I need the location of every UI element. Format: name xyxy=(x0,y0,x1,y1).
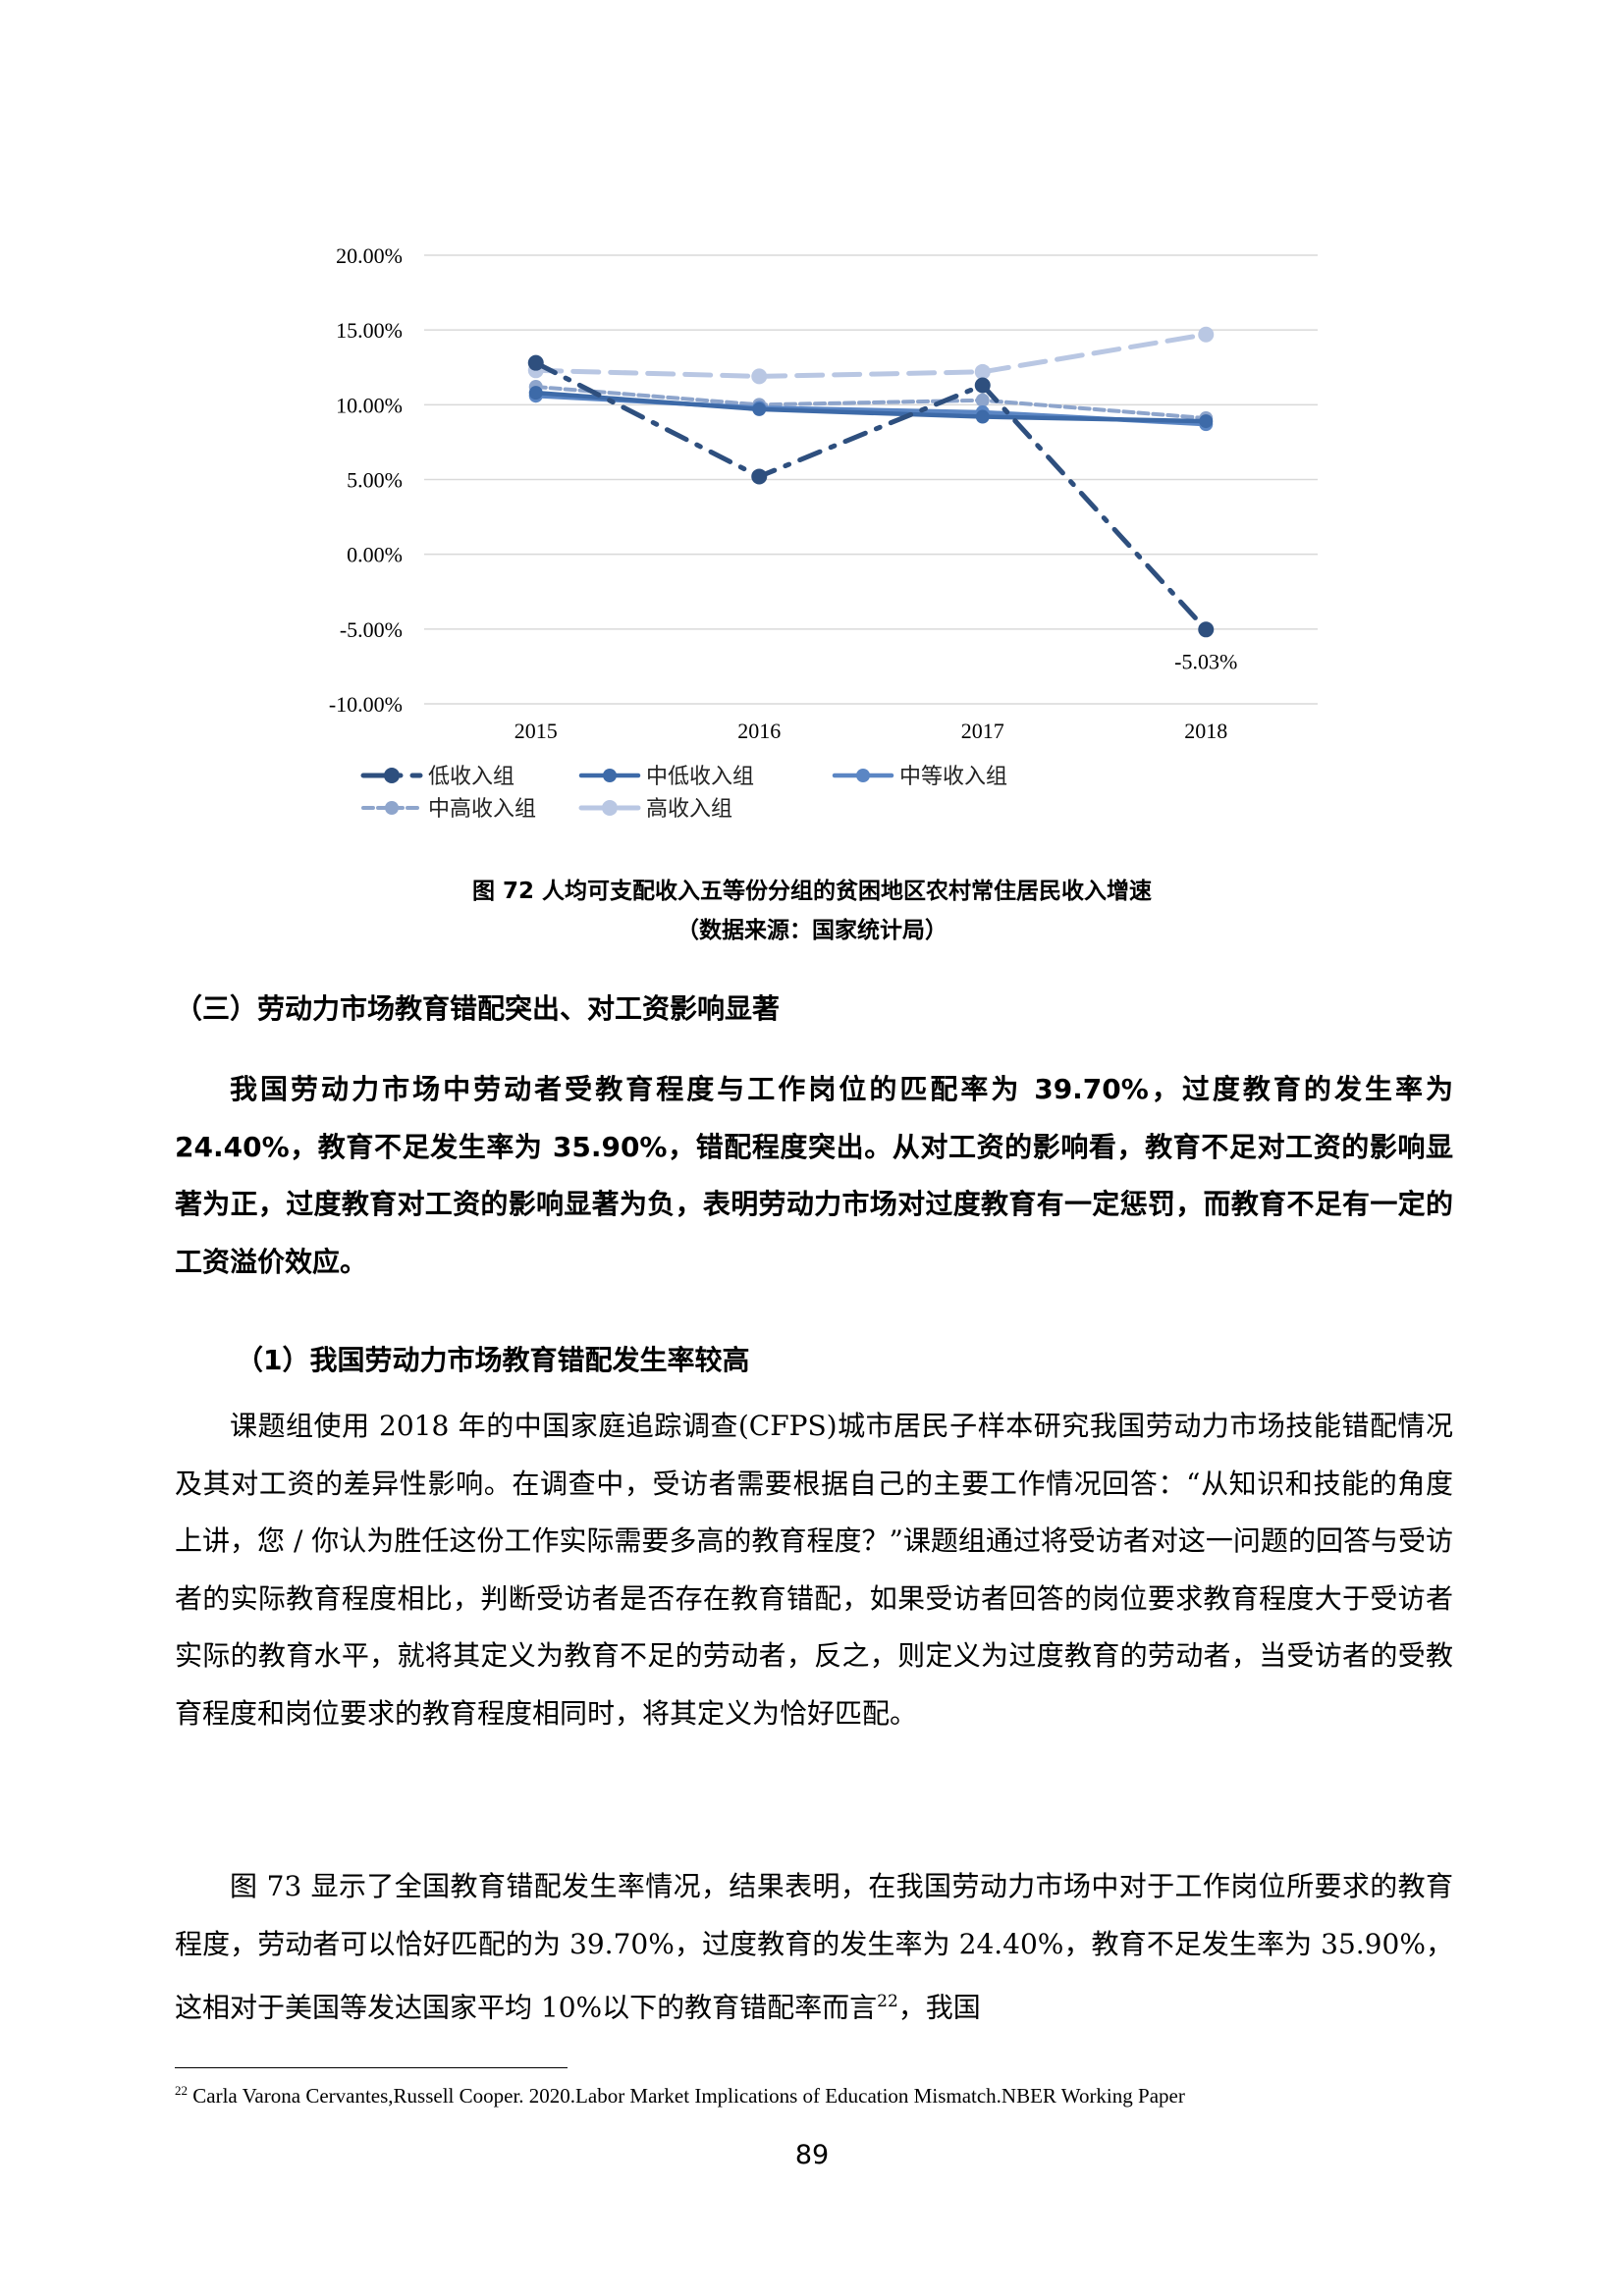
data-point xyxy=(751,368,768,385)
footnote: 22 Carla Varona Cervantes,Russell Cooper… xyxy=(175,2083,1185,2109)
legend-swatch-marker xyxy=(384,768,400,783)
legend-swatch-marker xyxy=(856,769,870,782)
data-point xyxy=(752,401,767,416)
data-point xyxy=(975,409,990,424)
y-tick-label: 5.00% xyxy=(347,468,403,493)
legend-swatch-marker xyxy=(603,769,617,782)
y-tick-label: 20.00% xyxy=(336,243,403,268)
data-label: -5.03% xyxy=(1174,649,1237,673)
figure-source: （数据来源：国家统计局） xyxy=(677,918,947,943)
series-line xyxy=(533,360,1209,632)
section-summary: 我国劳动力市场中劳动者受教育程度与工作岗位的匹配率为 39.70%，过度教育的发… xyxy=(175,1073,1453,1278)
y-tick-label: -5.00% xyxy=(340,617,403,642)
section-heading: （三）劳动力市场教育错配突出、对工资影响显著 xyxy=(175,992,781,1025)
body-paragraph-1: 课题组使用 2018 年的中国家庭追踪调查(CFPS)城市居民子样本研究我国劳动… xyxy=(175,1410,1453,1730)
y-tick-label: 0.00% xyxy=(347,543,403,567)
legend-swatch-marker xyxy=(602,800,618,816)
footnote-reference: 22 xyxy=(877,1992,898,2012)
x-tick-label: 2015 xyxy=(514,719,558,743)
subsection-heading: （1）我国劳动力市场教育错配发生率较高 xyxy=(236,1344,750,1376)
series-line xyxy=(533,385,1209,421)
x-tick-label: 2018 xyxy=(1184,719,1227,743)
data-point xyxy=(975,393,990,407)
body-paragraph-2-end: ，我国 xyxy=(897,1991,981,2024)
footnote-divider xyxy=(175,2067,568,2068)
x-tick-label: 2016 xyxy=(737,719,781,743)
y-tick-label: -10.00% xyxy=(329,692,403,717)
legend-swatch-marker xyxy=(385,801,399,815)
figure-caption: 图 72 人均可支配收入五等份分组的贫困地区农村常住居民收入增速 xyxy=(471,879,1153,904)
legend-label: 低收入组 xyxy=(428,765,514,789)
data-point xyxy=(1198,621,1215,638)
series-line xyxy=(533,390,1209,424)
data-point xyxy=(974,363,991,380)
data-point xyxy=(1198,326,1215,343)
data-point xyxy=(528,386,543,400)
body-paragraph-2-text: 图 73 显示了全国教育错配发生率情况，结果表明，在我国劳动力市场中对于工作岗位… xyxy=(175,1870,1453,2024)
data-point xyxy=(1199,414,1214,429)
y-tick-label: 10.00% xyxy=(336,393,403,417)
body-paragraph-2: 图 73 显示了全国教育错配发生率情况，结果表明，在我国劳动力市场中对于工作岗位… xyxy=(175,1858,1453,2037)
data-point xyxy=(751,468,768,485)
legend-label: 中等收入组 xyxy=(899,765,1007,789)
data-point xyxy=(974,377,991,394)
x-tick-label: 2017 xyxy=(961,719,1004,743)
legend-label: 中低收入组 xyxy=(646,765,754,789)
footnote-text: Carla Varona Cervantes,Russell Cooper. 2… xyxy=(192,2084,1185,2108)
footnote-mark: 22 xyxy=(175,2083,188,2098)
page-number: 89 xyxy=(794,2140,830,2170)
income-growth-line-chart: 20.00% 15.00% 10.00% 5.00% 0.00% -5.00% -10.00… xyxy=(329,243,1318,822)
legend-label: 中高收入组 xyxy=(428,797,536,822)
series-line xyxy=(533,332,1209,379)
y-tick-label: 15.00% xyxy=(336,318,403,343)
legend-label: 高收入组 xyxy=(646,797,732,822)
data-point xyxy=(527,354,544,371)
